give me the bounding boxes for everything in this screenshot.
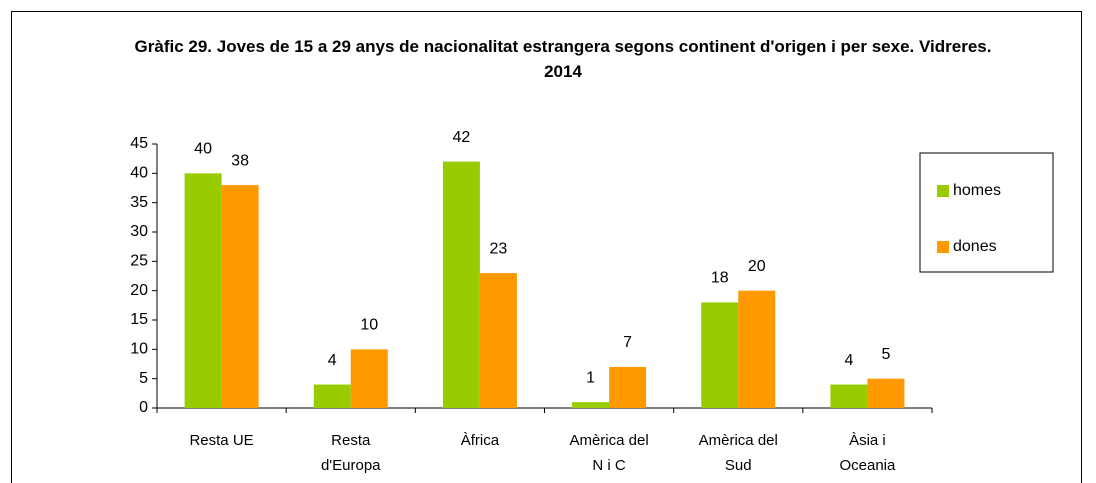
y-tick-label: 45 [130,135,148,152]
x-tick-label: Àfrica [460,432,500,449]
data-label: 4 [844,352,853,369]
y-tick-label: 10 [130,341,148,358]
bar [572,402,610,408]
bar [221,185,259,408]
data-label: 1 [586,369,595,386]
y-tick-label: 35 [130,194,148,211]
data-label: 18 [711,270,729,287]
legend-label: homes [953,182,1001,199]
x-tick-label: Àsia i Oceania [839,432,896,474]
y-tick-label: 30 [130,223,148,240]
data-label: 23 [490,240,508,257]
y-tick-label: 0 [139,399,148,416]
data-label: 40 [194,141,212,158]
data-label: 42 [453,129,471,146]
chart-title: Gràfic 29. Joves de 15 a 29 anys de naci… [134,37,992,81]
bar [479,273,517,408]
legend-label: dones [953,238,997,255]
bar [350,349,388,408]
data-label: 7 [623,334,632,351]
chart-frame [11,11,1082,483]
bar [313,384,351,408]
bar [830,384,868,408]
x-tick-label: Amèrica del N i C [569,432,649,474]
bar [738,290,776,408]
bar [701,302,739,408]
bar [184,173,222,408]
bar [442,161,480,408]
legend-swatch [937,241,949,253]
y-tick-label: 20 [130,282,148,299]
data-label: 38 [231,152,249,169]
data-label: 4 [328,352,337,369]
x-tick-label: Resta d'Europa [320,432,381,474]
y-tick-label: 5 [139,370,148,387]
data-label: 20 [748,258,766,275]
bar [867,378,905,408]
data-label: 10 [360,317,378,334]
x-tick-label: Amèrica del Sud [698,432,778,474]
bar [609,366,647,408]
y-tick-label: 40 [130,165,148,182]
y-tick-label: 15 [130,311,148,328]
data-label: 5 [881,346,890,363]
legend-swatch [937,185,949,197]
y-tick-label: 25 [130,253,148,270]
x-tick-label: Resta UE [189,432,254,449]
